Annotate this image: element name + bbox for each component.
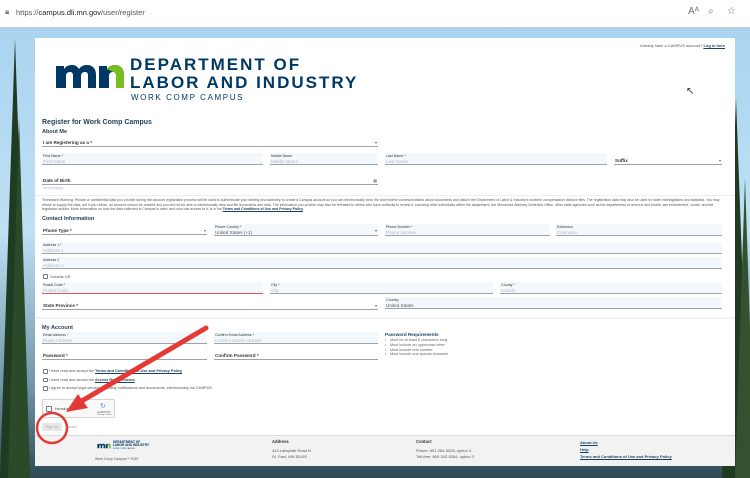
footer-links: About Us Help Terms and Conditions of Us… (580, 439, 672, 460)
cancel-link[interactable]: Cancel (66, 425, 77, 429)
footer-terms-link[interactable]: Terms and Conditions of Use and Privacy … (580, 454, 672, 459)
recaptcha-icon: ↻ (100, 403, 106, 410)
footer-address: Address 443 Lafayette Road N St. Paul, MN … (272, 439, 311, 459)
extension-field[interactable]: Extension Extension (556, 224, 722, 236)
recaptcha-terms: Privacy - Terms (97, 414, 113, 416)
postal-code-field[interactable]: Postal Code * Postal Code (42, 282, 263, 294)
zoom-icon[interactable]: ⌕ (708, 6, 714, 17)
help-link[interactable]: Help (580, 447, 589, 452)
footer-mn-logo (97, 443, 111, 449)
footer-logo-text: DEPARTMENT OF LABOR AND INDUSTRY WORK COMP… (113, 440, 150, 450)
password-requirements: Password Requirements • Must be at least … (385, 332, 448, 357)
recaptcha-widget: I'm not a robot ↻ reCAPTCHA Privacy - Te… (42, 399, 115, 418)
middle-name-field[interactable]: Middle Name Middle Name (270, 153, 378, 165)
registering-as-select[interactable]: I am Registering as a * ▾ (42, 140, 378, 147)
divider (35, 195, 735, 196)
outside-us-label: Outside US (50, 274, 71, 279)
tennessen-warning: Tennessen Warning: Private or confidenti… (42, 198, 720, 212)
password-requirement: • Must include one special character (385, 352, 449, 357)
recaptcha-brand: reCAPTCHA (97, 411, 111, 414)
agreement-row: I agree to accept legal service, includi… (42, 386, 213, 395)
url-prefix: https:// (16, 8, 39, 17)
confirm-password-field[interactable]: Confirm Password * (214, 351, 378, 360)
divider (35, 317, 735, 319)
password-requirements-heading: Password Requirements (385, 332, 439, 337)
footer-copyright: Work Comp Campus™ 2019 (95, 457, 139, 461)
agreement-checkbox[interactable] (43, 377, 48, 382)
email-field[interactable]: Email Address * Email Address (42, 332, 207, 344)
phone-country-select[interactable]: Phone Country * United States (+1) ▾ (214, 224, 378, 236)
address-bar[interactable]: https://campus.dli.mn.gov/user/register (16, 8, 145, 17)
password-requirement: • Must include one number (385, 347, 433, 352)
read-aloud-icon[interactable]: Aᴬ (688, 6, 700, 17)
address2-field[interactable]: Address 2 Address 2 (42, 257, 722, 269)
calendar-icon[interactable]: ▦ (373, 178, 377, 183)
address1-field[interactable]: Address 1 * Address 1 (42, 242, 722, 254)
agreement-checkbox[interactable] (43, 369, 48, 374)
country-field[interactable]: Country United States (385, 297, 722, 309)
logo-title: DEPARTMENT OF LABOR AND INDUSTRY (130, 55, 359, 92)
chevron-down-icon: ▾ (374, 140, 377, 145)
last-name-field[interactable]: Last Name * Last Name (385, 153, 607, 165)
url-path: /user/register (101, 8, 145, 17)
chevron-down-icon: ▾ (718, 158, 721, 163)
footer: DEPARTMENT OF LABOR AND INDUSTRY WORK COMP… (35, 435, 735, 466)
contact-heading: Contact Information (42, 216, 95, 222)
sign-up-button[interactable]: Sign Up (42, 423, 62, 431)
agreement-text: I agree to accept legal service, includi… (49, 386, 213, 390)
phone-number-field[interactable]: Phone Number * Phone Number (385, 224, 550, 236)
about-us-link[interactable]: About Us (580, 440, 598, 445)
chevron-down-icon: ▾ (203, 228, 206, 233)
registration-card: Already have a CAMPUS account? Log in he… (35, 38, 735, 466)
logo-subtitle: WORK COMP CAMPUS (131, 93, 245, 102)
outside-us-checkbox[interactable] (43, 274, 48, 279)
about-me-heading: About Me (42, 129, 68, 135)
page-title: Register for Work Comp Campus (42, 119, 152, 126)
my-account-heading: My Account (42, 325, 73, 331)
favorite-icon[interactable]: ☆ (727, 6, 736, 17)
footer-contact: Contact Phone: 651-284-5005, option 3 Toll… (416, 439, 474, 459)
agreement-link[interactable]: Access Requirements (95, 377, 135, 382)
agreement-link[interactable]: Terms and Conditions of Use and Privacy … (95, 369, 183, 373)
password-requirement: • Must be at least 8 characters long (385, 338, 447, 342)
mn-logo (56, 65, 124, 88)
county-field[interactable]: County * County (500, 282, 722, 294)
suffix-select[interactable]: Suffix ▾ (614, 158, 722, 165)
phone-type-select[interactable]: Phone Type * ▾ (42, 228, 207, 235)
password-requirement: • Must include an uppercase letter (385, 342, 445, 347)
confirm-email-field[interactable]: Confirm Email Address * Confirm Email Add… (214, 332, 378, 344)
mouse-cursor-icon: ↖ (686, 86, 695, 97)
chevron-down-icon: ▾ (374, 303, 377, 308)
agreement-row: I have read and accept the Terms and Con… (42, 369, 213, 378)
lock-icon[interactable]: 🔒︎ (5, 7, 10, 16)
recaptcha-checkbox[interactable] (46, 406, 52, 412)
recaptcha-label: I'm not a robot (55, 407, 78, 411)
browser-toolbar: 🔒︎ https://campus.dli.mn.gov/user/regist… (0, 0, 750, 28)
dob-placeholder: mm/dd/yyyy (43, 186, 64, 190)
url-host: campus.dli.mn.gov (38, 8, 102, 17)
first-name-field[interactable]: First Name * First Name (42, 153, 263, 165)
agreement-row: I have read and accept the Access Requir… (42, 377, 213, 387)
login-prompt: Already have a CAMPUS account? Log in he… (640, 43, 725, 48)
login-link[interactable]: Log in here (703, 43, 725, 48)
city-field[interactable]: City * City (270, 282, 493, 294)
agreement-text: I have read and accept the (49, 369, 96, 373)
dob-field[interactable]: Date of Birth ▦ (42, 178, 378, 185)
state-select[interactable]: State Province * ▾ (42, 303, 378, 310)
password-field[interactable]: Password * (42, 351, 207, 360)
terms-link[interactable]: Terms and Conditions of Use and Privacy … (222, 207, 304, 212)
agreement-checkbox[interactable] (43, 386, 48, 391)
chevron-down-icon: ▾ (374, 228, 377, 233)
agreement-text: I have read and accept the (49, 377, 96, 382)
